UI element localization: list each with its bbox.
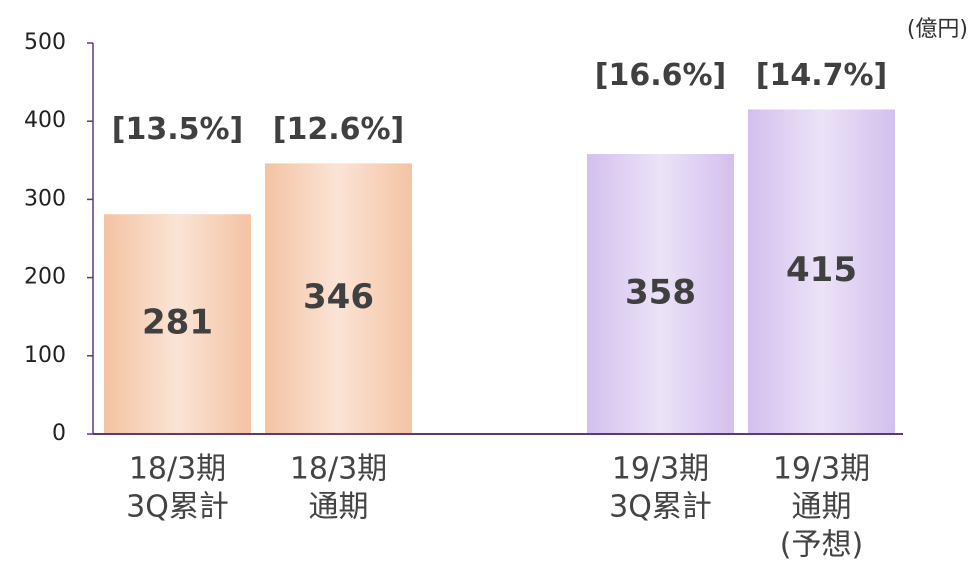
value-label: 281 xyxy=(142,303,213,343)
x-tick-label: 3Q累計 xyxy=(126,490,229,525)
bar-shine xyxy=(104,214,251,434)
annotation: [12.6%] xyxy=(273,112,405,147)
x-tick-label: 19/3期 xyxy=(612,452,709,487)
y-tick-label: 0 xyxy=(52,421,66,446)
x-tick-label: 19/3期 xyxy=(773,452,870,487)
y-tick-label: 200 xyxy=(24,265,66,290)
value-label: 415 xyxy=(786,250,857,290)
x-tick-label: 通期 xyxy=(309,490,369,525)
annotation: [13.5%] xyxy=(112,112,244,147)
x-tick-label: 通期 xyxy=(792,490,852,525)
y-tick-label: 300 xyxy=(24,186,66,211)
y-tick-label: 500 xyxy=(24,30,66,55)
x-tick-label: (予想) xyxy=(780,528,863,563)
y-tick-label: 100 xyxy=(24,343,66,368)
x-tick-label: 3Q累計 xyxy=(609,490,712,525)
x-tick-label: 18/3期 xyxy=(290,452,387,487)
bar-shine xyxy=(748,109,895,434)
annotation: [16.6%] xyxy=(595,58,727,93)
x-tick-label: 18/3期 xyxy=(129,452,226,487)
annotation: [14.7%] xyxy=(756,58,888,93)
unit-label: (億円) xyxy=(907,17,968,42)
value-label: 358 xyxy=(625,273,696,313)
y-tick-label: 400 xyxy=(24,108,66,133)
bar-shine xyxy=(265,163,412,435)
value-label: 346 xyxy=(303,277,374,317)
bar-shine xyxy=(587,154,734,434)
